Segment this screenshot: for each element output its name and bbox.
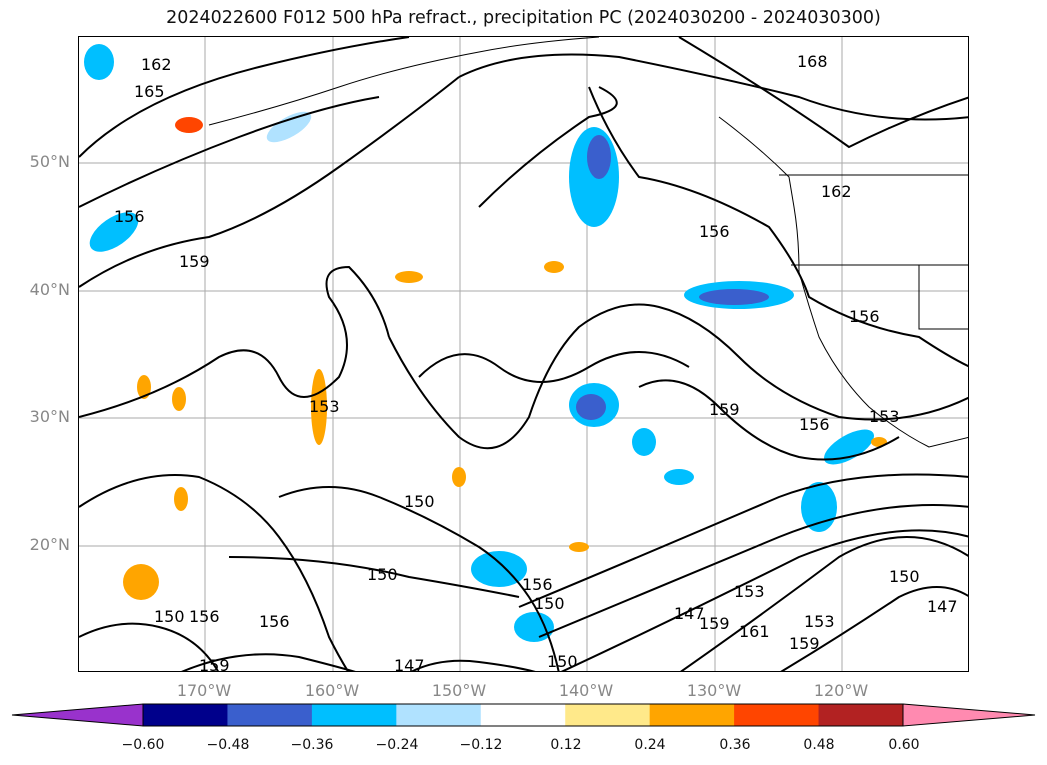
lat-label-40n: 40°N: [29, 280, 70, 299]
colorbar-cell: [311, 704, 397, 726]
lon-label-160w: 160°W: [304, 681, 360, 700]
contour-label: 159: [179, 252, 210, 271]
colorbar-tick: −0.24: [375, 737, 419, 753]
contour-label: 162: [821, 182, 852, 201]
contour-label: 161: [739, 622, 770, 641]
contour-label: 150: [534, 594, 565, 613]
colorbar-tick: −0.12: [459, 737, 503, 753]
contour-label: 147: [394, 656, 425, 672]
colorbar-tick: −0.48: [206, 737, 250, 753]
colorbar-cell: [396, 704, 482, 726]
map-canvas: 162 165 156 159 168 162 156 156 159 156 …: [79, 37, 968, 672]
contour-label: 150: [367, 565, 398, 584]
contour-label: 168: [797, 52, 828, 71]
contour-label: 159: [699, 614, 730, 633]
colorbar-tick: −0.36: [290, 737, 334, 753]
colorbar-cell: [565, 704, 651, 726]
colorbar-cells: [11, 703, 1036, 727]
colorbar-cell: [227, 704, 313, 726]
colorbar-cell: [143, 704, 228, 726]
contour-label: 153: [734, 582, 765, 601]
colorbar-cell: [734, 704, 820, 726]
contour-label: 156: [849, 307, 880, 326]
colorbar-cell: [649, 704, 735, 726]
colorbar-tick: −0.60: [121, 737, 165, 753]
lon-label-170w: 170°W: [176, 681, 232, 700]
contour-label: 150: [404, 492, 435, 511]
lon-label-150w: 150°W: [431, 681, 487, 700]
colorbar-tick: 0.12: [550, 737, 582, 753]
map-panel[interactable]: 162 165 156 159 168 162 156 156 159 156 …: [78, 36, 969, 672]
contour-label: 153: [309, 397, 340, 416]
contour-label: 165: [134, 82, 165, 101]
contours: [79, 37, 968, 671]
contour-label: 156: [699, 222, 730, 241]
lon-label-120w: 120°W: [813, 681, 869, 700]
precip-shading: [84, 44, 887, 642]
contour-label: 162: [141, 55, 172, 74]
colorbar-tick: 0.24: [634, 737, 666, 753]
lon-label-130w: 130°W: [686, 681, 742, 700]
contour-label: 159: [789, 634, 820, 653]
lat-label-20n: 20°N: [29, 535, 70, 554]
colorbar-tick: 0.36: [719, 737, 751, 753]
contour-label: 147: [674, 604, 705, 623]
coastlines: [208, 37, 968, 448]
contour-label: 150: [547, 652, 578, 671]
colorbar-tick: 0.48: [803, 737, 835, 753]
contour-label: 156: [799, 415, 830, 434]
contour-label: 159: [709, 400, 740, 419]
colorbar-extend-high: [902, 703, 1036, 727]
contour-label: 159: [199, 656, 230, 672]
colorbar-border: [142, 703, 904, 727]
contour-label: 150: [889, 567, 920, 586]
chart-title: 2024022600 F012 500 hPa refract., precip…: [166, 8, 881, 28]
contour-label: 153: [869, 407, 900, 426]
colorbar-tick: 0.60: [888, 737, 920, 753]
contour-label: 156: [522, 575, 553, 594]
contour-label: 150: [154, 607, 185, 626]
contour-label: 156: [189, 607, 220, 626]
colorbar-cell: [480, 704, 566, 726]
contour-labels: 162 165 156 159 168 162 156 156 159 156 …: [114, 52, 958, 672]
contour-label: 156: [259, 612, 290, 631]
colorbar: [11, 703, 1036, 727]
contour-label: 156: [114, 207, 145, 226]
lon-label-140w: 140°W: [558, 681, 614, 700]
colorbar-extend-low: [11, 703, 144, 727]
contour-label: 153: [804, 612, 835, 631]
colorbar-cell: [818, 704, 904, 726]
contour-label: 147: [927, 597, 958, 616]
lat-label-50n: 50°N: [29, 152, 70, 171]
lat-label-30n: 30°N: [29, 407, 70, 426]
